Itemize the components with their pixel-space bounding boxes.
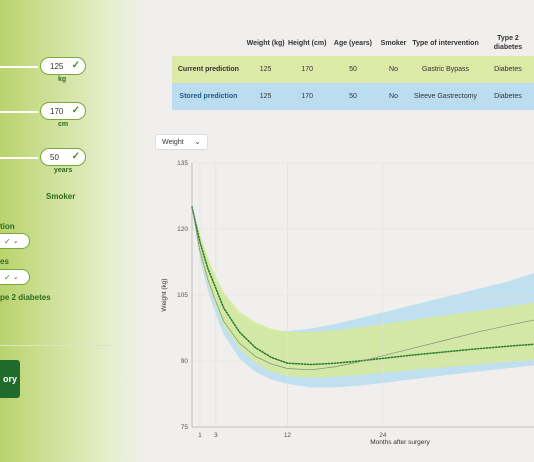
table-row-stored: Stored prediction 125 170 50 No Sleeve G… <box>172 83 534 110</box>
chevron-down-icon: ⌄ <box>12 238 19 245</box>
age-unit: years <box>54 167 73 174</box>
confidence-bands <box>192 207 534 388</box>
age-input[interactable]: 50 ✓ <box>40 148 86 166</box>
submit-button[interactable]: ory <box>0 360 20 398</box>
age-value: 50 <box>50 152 59 162</box>
cell-smoker: No <box>377 83 410 110</box>
chevron-down-icon: ⌄ <box>12 274 19 281</box>
height-input[interactable]: 170 ✓ <box>40 102 86 120</box>
header-smoker: Smoker <box>380 39 407 47</box>
cell-age: 50 <box>328 83 378 110</box>
check-icon: ✓ <box>71 60 80 71</box>
weight-chart: 75 90 105 120 135 1 3 12 24 Months after surgery… <box>161 160 534 446</box>
confidence-band <box>192 207 534 378</box>
cell-age: 50 <box>328 56 378 83</box>
header-diabetes: Type 2 diabetes <box>493 35 523 51</box>
y-axis-label: Weight (kg) <box>161 278 168 311</box>
y-tick-label: 90 <box>181 358 189 365</box>
y-tick-label: 120 <box>177 226 188 233</box>
height-value: 170 <box>50 106 64 116</box>
prediction-table: Weight (kg) Height (cm) Age (years) Smok… <box>172 30 534 110</box>
header-age: Age (years) <box>333 39 373 47</box>
x-tick-label: 12 <box>284 432 292 439</box>
metric-dropdown[interactable]: Weight ⌄ <box>155 134 208 150</box>
x-tick-label: 3 <box>214 432 218 439</box>
y-tick-label: 75 <box>181 424 189 431</box>
x-tick-label: 1 <box>198 432 202 439</box>
check-icon: ✓ <box>4 272 11 282</box>
cell-diabetes: Diabetes <box>481 83 534 110</box>
diabetes-select[interactable]: ✓ ⌄ <box>0 269 30 285</box>
header-weight: Weight (kg) <box>246 39 285 47</box>
metric-dropdown-value: Weight <box>162 138 184 146</box>
header-height: Height (cm) <box>287 39 327 47</box>
check-icon: ✓ <box>71 105 80 116</box>
cell-smoker: No <box>377 56 410 83</box>
cell-height: 170 <box>286 83 328 110</box>
chart-grid <box>192 162 534 428</box>
chevron-down-icon: ⌄ <box>194 137 201 146</box>
height-unit: cm <box>58 121 69 128</box>
smoker-label: Smoker <box>46 192 76 201</box>
y-tick-label: 105 <box>177 292 188 299</box>
row-label: Current prediction <box>172 56 245 83</box>
header-intervention: Type of intervention <box>412 39 479 47</box>
type2-diabetes-label: pe 2 diabetes <box>0 293 51 302</box>
weight-slider[interactable] <box>0 66 38 68</box>
cell-height: 170 <box>286 56 328 83</box>
weight-unit: kg <box>58 76 67 83</box>
intervention-select[interactable]: ✓ ⌄ <box>0 233 30 249</box>
row-label: Stored prediction <box>172 83 245 110</box>
intervention-label: tion <box>0 222 15 231</box>
table-row-current: Current prediction 125 170 50 No Gastric… <box>172 56 534 83</box>
cell-intervention: Gastric Bypass <box>409 56 482 83</box>
series-line <box>191 206 534 366</box>
table-header-row: Weight (kg) Height (cm) Age (years) Smok… <box>172 30 534 56</box>
series-line <box>191 206 534 371</box>
diabetes-label: es <box>0 257 9 266</box>
cell-intervention: Sleeve Gastrectomy <box>409 83 482 110</box>
header-empty <box>172 30 245 56</box>
submit-button-label: ory <box>2 374 17 384</box>
height-slider[interactable] <box>0 111 38 113</box>
input-sidebar: 125 ✓ kg 170 ✓ cm 50 ✓ years Smoker tion… <box>0 0 150 462</box>
y-tick-label: 135 <box>177 160 188 167</box>
age-slider[interactable] <box>0 157 38 159</box>
weight-input[interactable]: 125 ✓ <box>40 57 86 75</box>
check-icon: ✓ <box>4 236 11 246</box>
sidebar-divider <box>0 345 112 346</box>
cell-weight: 125 <box>244 56 287 83</box>
check-icon: ✓ <box>71 151 80 162</box>
x-axis-label: Months after surgery <box>370 439 430 446</box>
x-tick-label: 24 <box>379 432 387 439</box>
chart-lines <box>191 206 534 371</box>
cell-weight: 125 <box>244 83 287 110</box>
weight-value: 125 <box>50 61 64 71</box>
cell-diabetes: Diabetes <box>481 56 534 83</box>
